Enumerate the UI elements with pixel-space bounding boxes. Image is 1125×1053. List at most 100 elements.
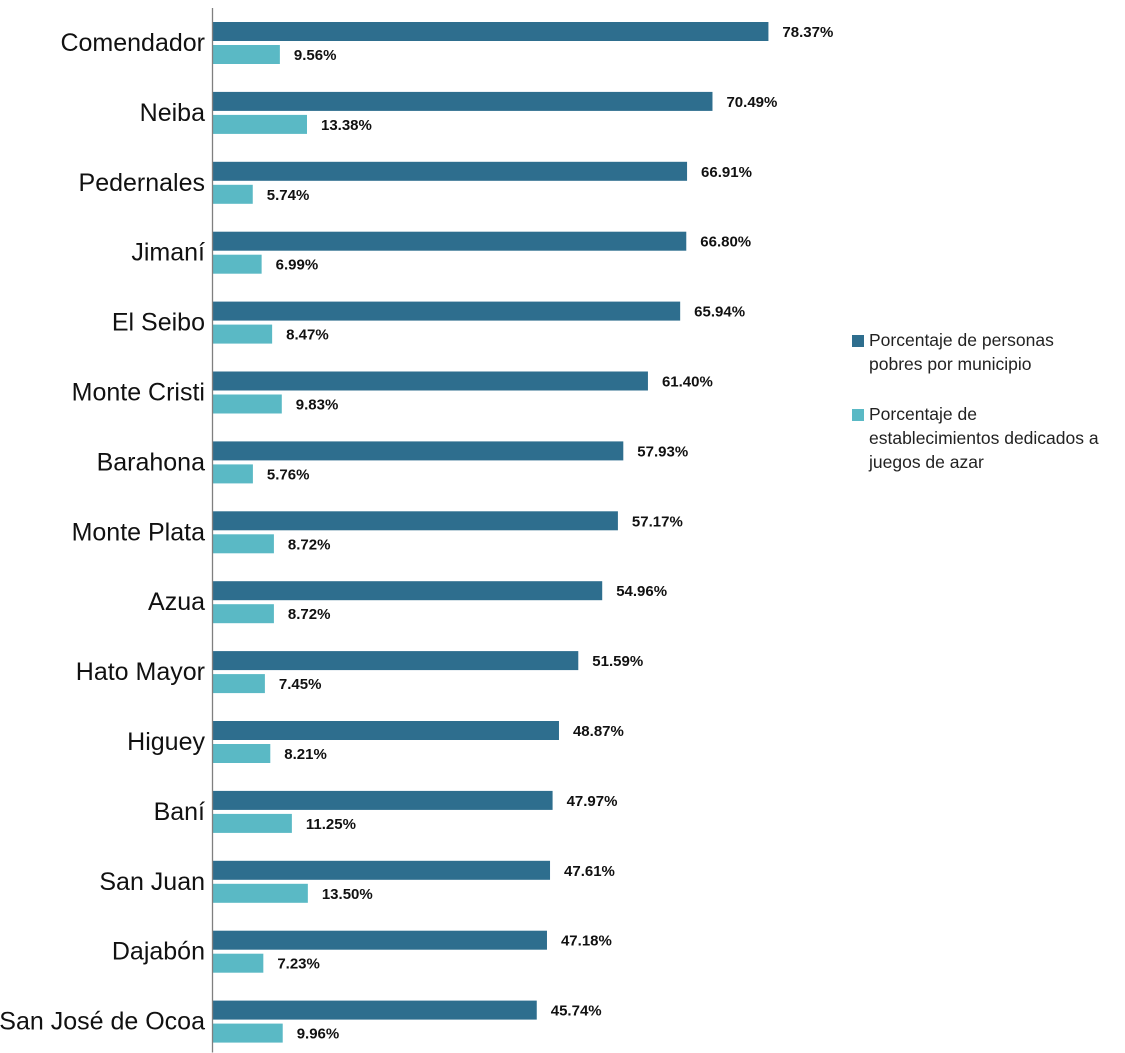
data-label: 45.74% [551,1003,602,1020]
data-label: 51.59% [592,653,643,670]
data-label: 5.76% [267,466,310,483]
category-label: Jimaní [131,239,205,267]
category-label: Barahona [97,448,206,476]
data-label: 47.97% [567,793,618,810]
bar-poverty [212,441,624,461]
category-group: San José de Ocoa 45.74% 9.96% [0,1000,602,1043]
data-label: 13.38% [321,117,372,134]
category-group: Barahona 57.93% 5.76% [97,441,688,484]
data-label: 47.61% [564,863,615,880]
legend-label-line: Porcentaje de personas [869,330,1054,350]
category-label: Neiba [140,99,205,127]
legend-label-line: establecimientos dedicados a [869,428,1099,448]
bar-gambling [212,324,273,344]
bar-poverty [212,161,688,181]
legend-label-line: Porcentaje de [869,404,977,424]
data-label: 9.56% [294,47,337,64]
legend-item-gambling: Porcentaje de establecimientos dedicados… [852,402,1122,474]
bar-gambling [212,184,253,204]
data-label: 13.50% [322,886,373,903]
bar-gambling [212,953,264,973]
data-label: 7.45% [279,676,322,693]
category-group: Comendador 78.37% 9.56% [60,22,833,64]
bar-gambling [212,744,271,763]
category-group: Neiba 70.49% 13.38% [140,91,777,134]
legend-item-poverty: Porcentaje de personas pobres por munici… [852,328,1122,376]
data-label: 7.23% [277,956,320,973]
bar-poverty [212,721,559,740]
category-group: San Juan 47.61% 13.50% [99,860,615,903]
data-label: 57.17% [632,513,683,530]
bar-poverty [212,301,681,321]
data-label: 65.94% [694,304,745,321]
category-label: Azua [148,588,205,616]
bar-poverty [212,790,553,810]
data-label: 8.72% [288,536,331,553]
category-group: Azua 54.96% 8.72% [148,581,667,624]
bar-gambling [212,883,308,903]
data-label: 9.96% [297,1026,340,1043]
chart-legend: Porcentaje de personas pobres por munici… [852,328,1122,474]
category-label: Dajabón [112,938,205,966]
data-label: 57.93% [637,443,688,460]
data-label: 54.96% [616,583,667,600]
data-label: 47.18% [561,933,612,950]
bar-poverty [212,860,551,880]
bar-gambling [212,534,274,554]
category-label: Monte Plata [72,518,206,546]
bar-gambling [212,45,280,64]
bar-poverty [212,1000,537,1020]
category-group: El Seibo 65.94% 8.47% [112,301,745,344]
category-group: Pedernales 66.91% 5.74% [79,161,752,204]
bar-poverty [212,231,687,251]
data-label: 8.72% [288,606,331,623]
category-label: San Juan [99,868,205,896]
category-group: Higuey 48.87% 8.21% [127,721,624,763]
data-label: 8.21% [284,746,327,763]
category-group: Monte Plata 57.17% 8.72% [72,511,683,554]
data-label: 78.37% [782,24,833,41]
bar-gambling [212,604,274,624]
bar-poverty [212,581,603,601]
category-group: Jimaní 66.80% 6.99% [131,231,751,274]
category-group: Monte Cristi 61.40% 9.83% [72,371,713,414]
bar-poverty [212,930,547,950]
data-label: 6.99% [276,257,319,274]
category-label: Comendador [60,29,205,57]
bar-gambling [212,674,265,694]
category-group: Dajabón 47.18% 7.23% [112,930,612,973]
data-label: 61.40% [662,374,713,391]
category-label: Baní [154,798,205,826]
legend-label-line: juegos de azar [869,452,984,472]
data-label: 9.83% [296,397,339,414]
bar-poverty [212,511,618,531]
data-label: 70.49% [726,94,777,111]
bar-gambling [212,813,292,833]
bar-gambling [212,394,282,414]
category-group: Baní 47.97% 11.25% [154,790,618,833]
category-label: San José de Ocoa [0,1008,205,1036]
category-label: El Seibo [112,309,205,337]
legend-swatch-poverty-icon [852,335,864,347]
bar-gambling [212,254,262,274]
category-label: Monte Cristi [72,379,205,407]
data-label: 66.80% [700,234,751,251]
category-label: Higuey [127,728,205,756]
category-label: Pedernales [79,169,205,197]
bar-poverty [212,22,769,41]
data-label: 11.25% [306,816,356,833]
legend-label-line: pobres por municipio [869,354,1032,374]
data-label: 8.47% [286,327,329,344]
bar-poverty [212,91,713,111]
bar-gambling [212,1023,283,1043]
legend-swatch-gambling-icon [852,409,864,421]
data-label: 48.87% [573,723,624,740]
data-label: 5.74% [267,187,310,204]
bar-gambling [212,464,253,484]
bar-poverty [212,651,579,671]
data-label: 66.91% [701,164,752,181]
bar-poverty [212,371,648,391]
bar-gambling [212,114,307,134]
